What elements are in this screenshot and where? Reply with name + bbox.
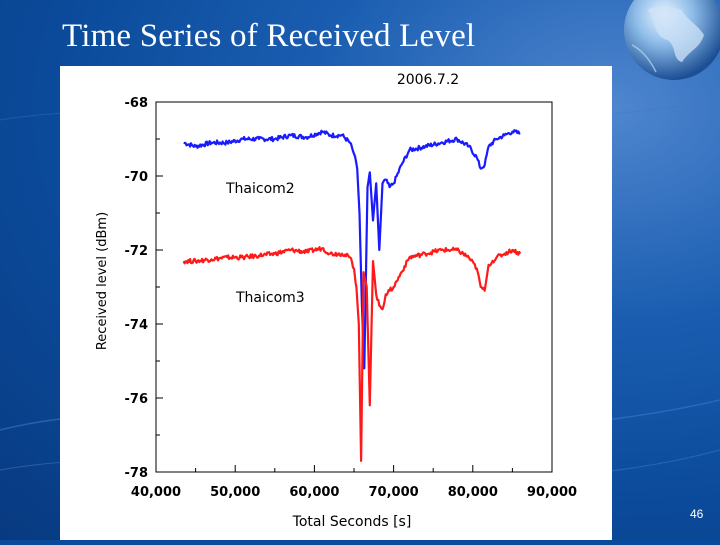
y-tick-label: -78 [125, 466, 149, 481]
series-label-thaicom3: Thaicom3 [235, 290, 305, 306]
y-tick-label: -68 [125, 96, 149, 111]
plot-area [155, 101, 553, 473]
x-tick-label: 40,000 [131, 485, 181, 500]
plot-frame [155, 101, 553, 473]
y-axis-label: Received level (dBm) [95, 212, 110, 350]
x-axis-label: Total Seconds [s] [292, 514, 412, 530]
y-tick-label: -74 [125, 318, 149, 333]
series-line-thaicom2 [183, 129, 521, 370]
slide-title: Time Series of Received Level [62, 18, 476, 54]
x-tick-label: 60,000 [289, 485, 339, 500]
x-tick-label: 80,000 [448, 485, 498, 500]
globe-icon [624, 0, 720, 80]
x-tick-label: 70,000 [369, 485, 419, 500]
y-tick-label: -76 [125, 392, 149, 407]
chart-title: 2006.7.2 [397, 72, 459, 88]
x-tick-label: 50,000 [210, 485, 260, 500]
tick-layer: -68 -70 -72 -74 -76 -78 40,000 50,000 60,000 70,0… [125, 96, 578, 500]
y-tick-label: -70 [125, 170, 149, 185]
series-label-thaicom2: Thaicom2 [225, 181, 295, 197]
chart-panel: -68 -70 -72 -74 -76 -78 40,000 50,000 60,000 70,0… [60, 66, 612, 540]
page-number: 46 [690, 507, 704, 521]
series-layer [182, 129, 522, 462]
received-level-chart: -68 -70 -72 -74 -76 -78 40,000 50,000 60,000 70,0… [95, 72, 578, 530]
y-tick-label: -72 [125, 244, 149, 259]
series-line-thaicom3 [182, 246, 522, 462]
x-tick-label: 90,000 [527, 485, 577, 500]
